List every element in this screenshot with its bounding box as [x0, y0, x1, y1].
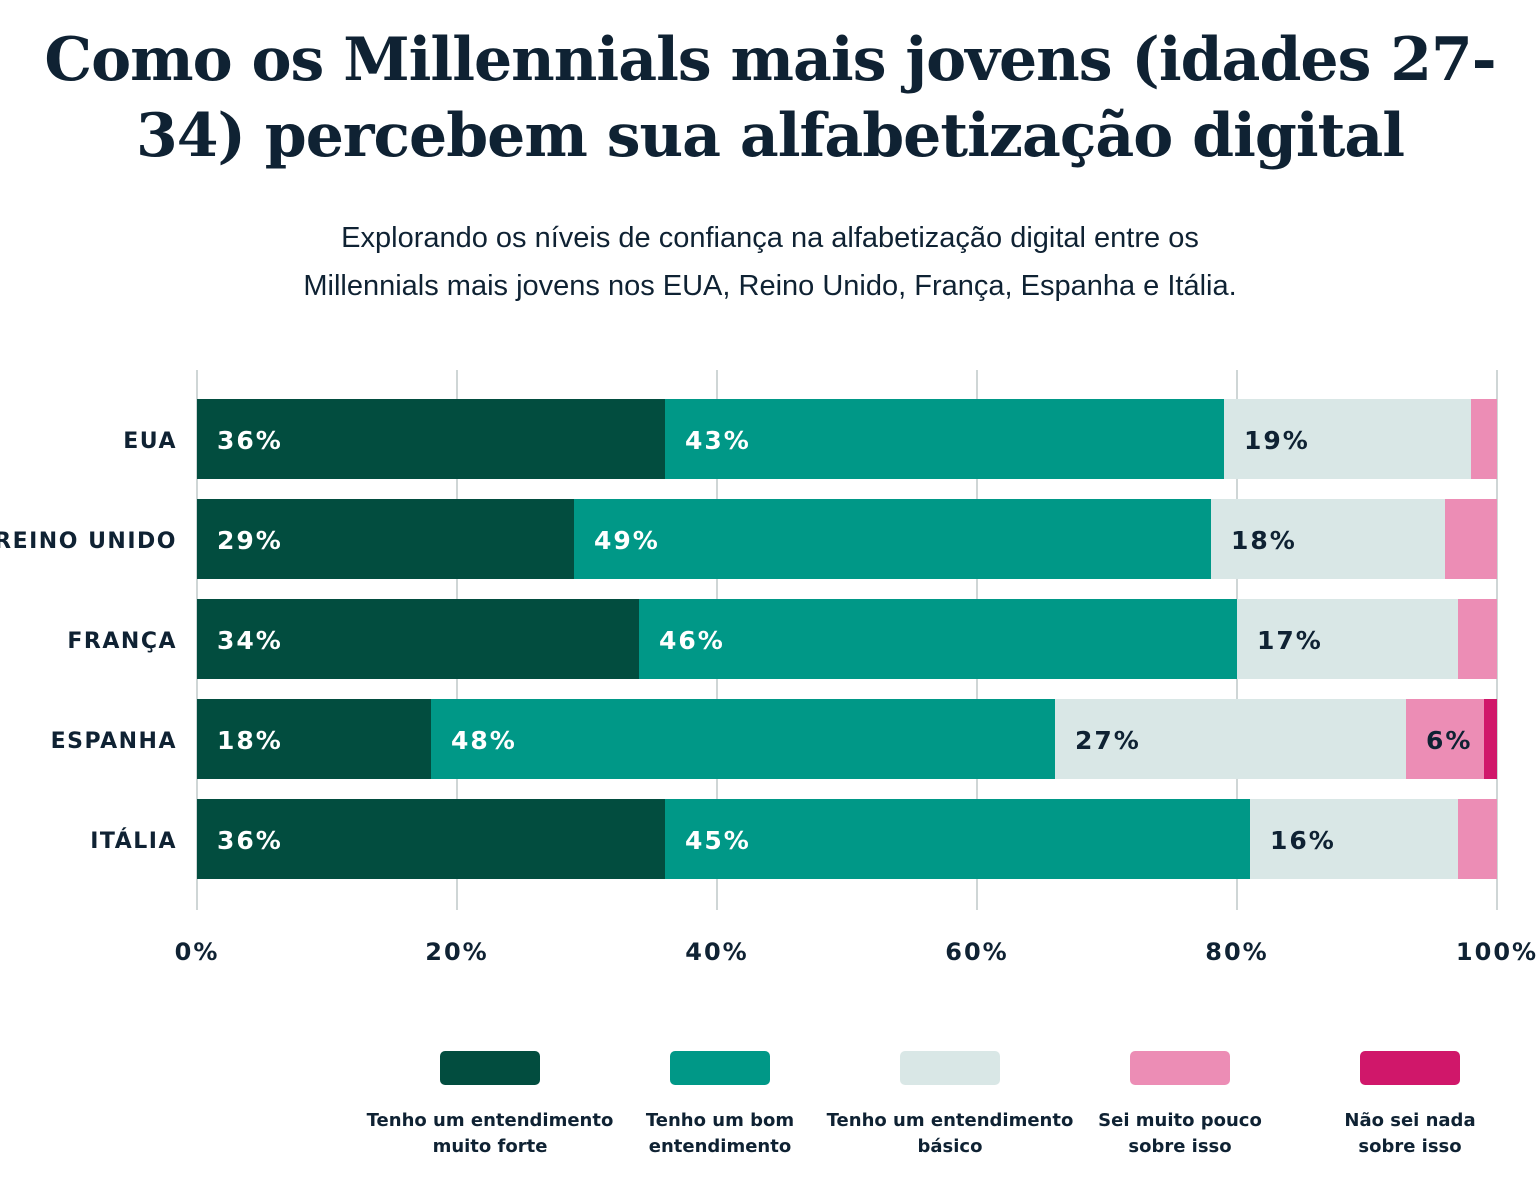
bar-segment — [197, 499, 574, 579]
legend-label: Sei muito pouco — [1098, 1110, 1262, 1131]
bar-segment — [1471, 399, 1497, 479]
bar-segment — [1458, 799, 1497, 879]
bar-segment — [1055, 699, 1406, 779]
data-label: 45% — [685, 826, 751, 855]
bar-segment — [1445, 499, 1497, 579]
category-label: FRANÇA — [67, 629, 177, 654]
data-label: 18% — [1231, 526, 1297, 555]
subtitle-line-2: Millennials mais jovens nos EUA, Reino U… — [303, 270, 1237, 302]
data-label: 34% — [217, 626, 283, 655]
x-tick-label: 60% — [945, 938, 1008, 966]
bar-segment — [1224, 399, 1471, 479]
data-label: 29% — [217, 526, 283, 555]
category-label: EUA — [123, 429, 177, 454]
data-label: 27% — [1075, 726, 1141, 755]
data-label: 36% — [217, 426, 283, 455]
bar-segment — [1237, 599, 1458, 679]
legend-label: sobre isso — [1358, 1136, 1461, 1157]
bar-segment — [1406, 699, 1484, 779]
data-label: 18% — [217, 726, 283, 755]
category-label: ITÁLIA — [90, 828, 177, 854]
chart-title: Como os Millennials mais jovens (idades … — [44, 25, 1496, 171]
bar-segment — [1211, 499, 1445, 579]
bar-segment — [197, 599, 639, 679]
bar-segment — [665, 799, 1250, 879]
legend-label: Tenho um entendimento — [367, 1110, 614, 1131]
legend-label: sobre isso — [1128, 1136, 1231, 1157]
data-label: 46% — [659, 626, 725, 655]
bar-segment — [1484, 699, 1497, 779]
bar-segment — [1250, 799, 1458, 879]
chart-subtitle: Explorando os níveis de confiança na alf… — [0, 214, 1540, 310]
data-label: 49% — [594, 526, 660, 555]
legend-swatch — [900, 1051, 1000, 1085]
legend-swatch — [670, 1051, 770, 1085]
x-tick-label: 100% — [1456, 938, 1538, 966]
data-label: 16% — [1270, 826, 1336, 855]
bar-segment — [197, 799, 665, 879]
legend-swatch — [1130, 1051, 1230, 1085]
bar-segment — [665, 399, 1224, 479]
bar-segment — [197, 699, 431, 779]
bar-segment — [639, 599, 1237, 679]
legend-label: básico — [918, 1136, 983, 1157]
legend-swatch — [440, 1051, 540, 1085]
data-label: 48% — [451, 726, 517, 755]
x-tick-label: 80% — [1205, 938, 1268, 966]
data-label: 19% — [1244, 426, 1310, 455]
legend-swatch — [1360, 1051, 1460, 1085]
x-tick-label: 0% — [175, 938, 220, 966]
data-label: 6% — [1426, 726, 1472, 755]
data-label: 36% — [217, 826, 283, 855]
bar-segment — [1458, 599, 1497, 679]
legend-label: Tenho um bom — [646, 1110, 794, 1131]
legend-label: entendimento — [649, 1136, 791, 1157]
category-label: REINO UNIDO — [0, 529, 177, 554]
legend-label: Tenho um entendimento — [827, 1110, 1074, 1131]
data-label: 43% — [685, 426, 751, 455]
x-tick-label: 20% — [425, 938, 488, 966]
bar-segment — [574, 499, 1211, 579]
x-tick-label: 40% — [685, 938, 748, 966]
legend-label: Não sei nada — [1344, 1110, 1475, 1131]
legend-label: muito forte — [433, 1136, 548, 1157]
category-label: ESPANHA — [51, 729, 177, 754]
subtitle-line-1: Explorando os níveis de confiança na alf… — [341, 222, 1199, 254]
bar-segment — [197, 399, 665, 479]
data-label: 17% — [1257, 626, 1323, 655]
bar-segment — [431, 699, 1055, 779]
